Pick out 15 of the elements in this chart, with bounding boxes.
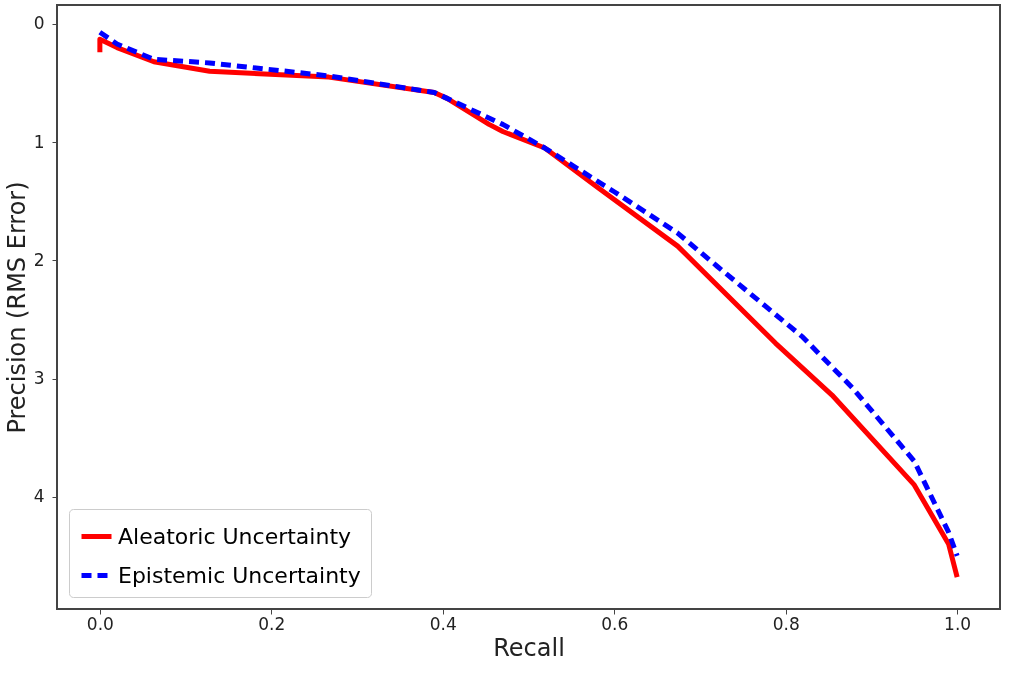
y-tick-label: 2 (33, 249, 45, 270)
legend-label: Aleatoric Uncertainty (118, 523, 352, 549)
x-tick-label: 0.6 (601, 613, 629, 634)
x-axis-title: Recall (493, 633, 565, 662)
y-tick-label: 1 (33, 131, 45, 152)
x-tick-label: 0.4 (429, 613, 457, 634)
x-tick-label: 0.2 (258, 613, 286, 634)
y-tick-label: 3 (33, 368, 45, 389)
x-tick-label: 1.0 (944, 613, 972, 634)
y-tick-label: 0 (33, 13, 45, 34)
y-axis-title: Precision (RMS Error) (2, 181, 31, 434)
legend-label: Epistemic Uncertainty (118, 562, 361, 588)
x-tick-label: 0.0 (86, 613, 114, 634)
x-tick-label: 0.8 (772, 613, 800, 634)
y-tick-label: 4 (33, 486, 45, 507)
